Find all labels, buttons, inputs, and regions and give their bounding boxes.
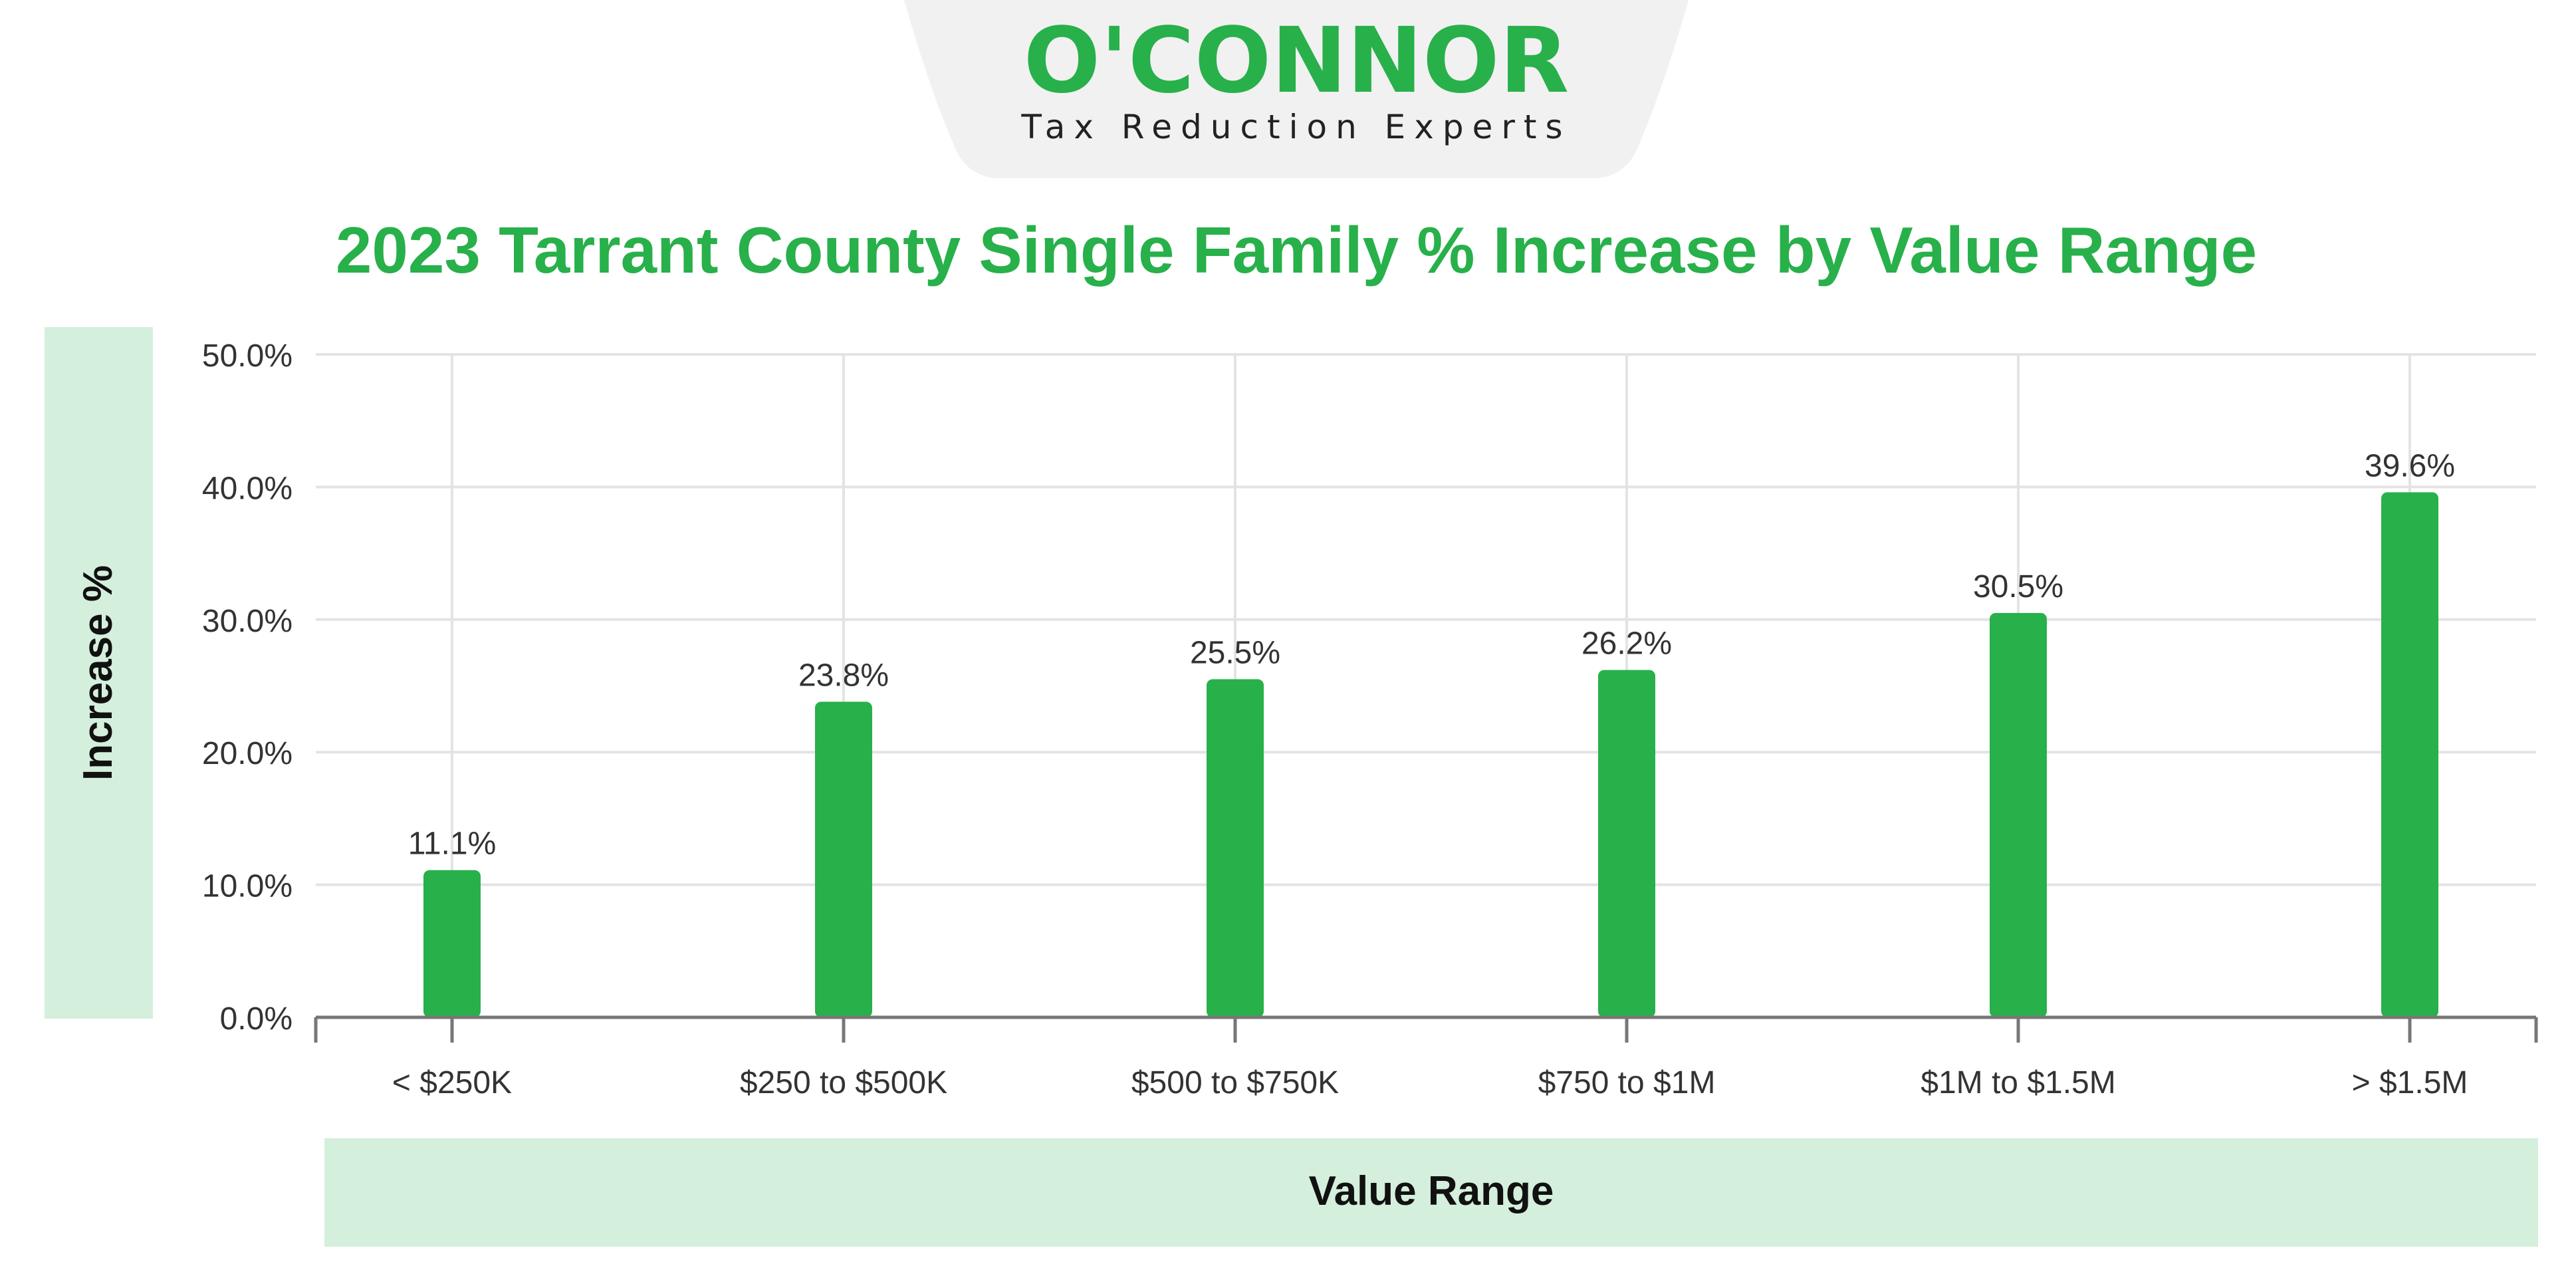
y-tick-label: 30.0% xyxy=(202,604,293,639)
bar xyxy=(2381,492,2438,1017)
y-tick-label: 50.0% xyxy=(202,338,293,374)
x-tick-label: < $250K xyxy=(392,1065,512,1100)
bar xyxy=(1207,679,1264,1017)
bar xyxy=(423,870,481,1017)
y-axis-title: Increase % xyxy=(75,565,121,781)
x-tick-label: $250 to $500K xyxy=(740,1065,947,1100)
grid-layer xyxy=(316,353,2536,1017)
bar xyxy=(1990,612,2047,1017)
bars-layer xyxy=(423,492,2438,1017)
bar xyxy=(815,701,872,1017)
labels-layer: 0.0% 10.0% 20.0% 30.0% 40.0% 50.0% 11.1% 23.8% 2… xyxy=(202,338,2468,1100)
y-tick-label: 40.0% xyxy=(202,471,293,506)
x-axis-title: Value Range xyxy=(1309,1168,1554,1214)
x-tick-label: $500 to $750K xyxy=(1131,1065,1339,1100)
data-label: 30.5% xyxy=(1973,569,2063,604)
data-label: 23.8% xyxy=(798,658,889,693)
data-label: 26.2% xyxy=(1581,626,1672,662)
logo-wordmark: O'CONNOR xyxy=(1024,9,1570,114)
chart-title: 2023 Tarrant County Single Family % Incr… xyxy=(336,213,2257,287)
y-tick-label: 0.0% xyxy=(220,1001,293,1037)
y-tick-label: 20.0% xyxy=(202,736,293,771)
x-tick-label: > $1.5M xyxy=(2352,1065,2468,1100)
x-tick-label: $750 to $1M xyxy=(1538,1065,1716,1100)
x-tick-label: $1M to $1.5M xyxy=(1921,1065,2115,1100)
bar xyxy=(1598,670,1655,1017)
axis-layer xyxy=(314,1015,2538,1043)
data-label: 11.1% xyxy=(408,826,497,862)
y-axis-title-panel xyxy=(45,327,153,1019)
y-tick-label: 10.0% xyxy=(202,869,293,904)
logo-header-panel xyxy=(904,0,1689,178)
data-label: 25.5% xyxy=(1190,636,1280,671)
x-axis-title-panel xyxy=(324,1138,2538,1247)
logo-tagline: Tax Reduction Experts xyxy=(1020,108,1571,146)
data-label: 39.6% xyxy=(2365,448,2455,483)
